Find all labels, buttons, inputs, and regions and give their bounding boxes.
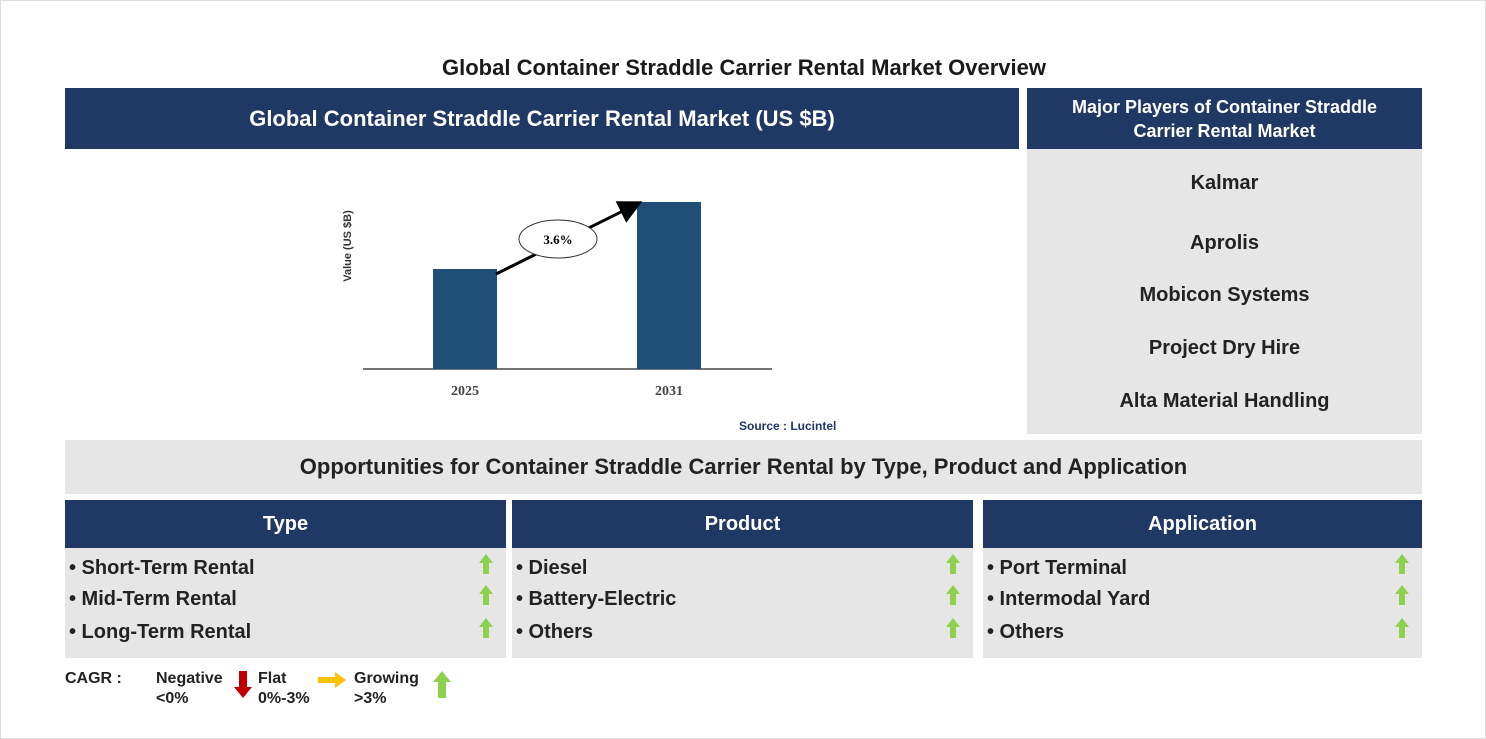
column-header-type: Type [65,500,506,548]
column-panel [983,548,1422,658]
list-item: • Short-Term Rental [69,557,255,579]
legend-negative: Negative <0% [156,669,223,709]
player-item: Kalmar [1190,172,1259,194]
list-item: • Others [987,621,1065,643]
bar-2025 [433,269,497,369]
players-header: Major Players of Container Straddle Carr… [1027,88,1422,149]
legend-growing-range: >3% [354,690,387,707]
player-item: Alta Material Handling [1119,390,1330,412]
legend-negative-range: <0% [156,690,189,707]
player-item: Aprolis [1190,232,1259,254]
list-item: • Others [516,621,594,643]
growing-arrow-icon [1395,618,1409,638]
x-tick-label: 2025 [451,384,479,399]
up-arrow-icon [433,671,451,698]
column-header-application: Application [983,500,1422,548]
down-arrow-icon [234,671,252,698]
source-label: Source : Lucintel [739,419,837,433]
bar-chart: Value (US $B) 2025 2031 3.6% [342,201,772,399]
list-item: • Mid-Term Rental [69,588,237,610]
column-panel [512,548,973,658]
growing-arrow-icon [479,554,493,574]
players-panel [1027,149,1422,434]
growing-arrow-icon [479,585,493,605]
x-tick-label: 2031 [655,384,683,399]
player-item: Mobicon Systems [1139,284,1310,306]
list-item: • Diesel [516,557,588,579]
cagr-ellipse [518,219,598,259]
legend-cagr-label: CAGR : [65,670,122,687]
right-arrow-icon [318,672,346,688]
legend-growing-label: Growing [354,670,419,687]
cagr-label: 3.6% [543,232,572,247]
chart-header: Global Container Straddle Carrier Rental… [65,88,1019,149]
list-item: • Port Terminal [987,557,1127,579]
list-item: • Battery-Electric [516,588,677,610]
legend-negative-label: Negative [156,670,223,687]
list-item: • Intermodal Yard [987,588,1151,610]
opportunities-title: Opportunities for Container Straddle Car… [65,440,1422,494]
growing-arrow-icon [946,554,960,574]
y-axis-label: Value (US $B) [342,210,354,282]
growing-arrow-icon [946,585,960,605]
growing-arrow-icon [1395,554,1409,574]
legend-flat: Flat 0%-3% [258,669,310,709]
column-header-product: Product [512,500,973,548]
growing-arrow-icon [1395,585,1409,605]
legend-flat-range: 0%-3% [258,690,310,707]
list-item: • Long-Term Rental [69,621,252,643]
main-title: Global Container Straddle Carrier Rental… [442,55,1046,80]
bar-2031 [637,202,701,369]
legend-growing: Growing >3% [354,669,419,709]
growing-arrow-icon [946,618,960,638]
growing-arrow-icon [479,618,493,638]
column-panel [65,548,506,658]
legend-flat-label: Flat [258,670,287,687]
player-item: Project Dry Hire [1148,337,1301,359]
